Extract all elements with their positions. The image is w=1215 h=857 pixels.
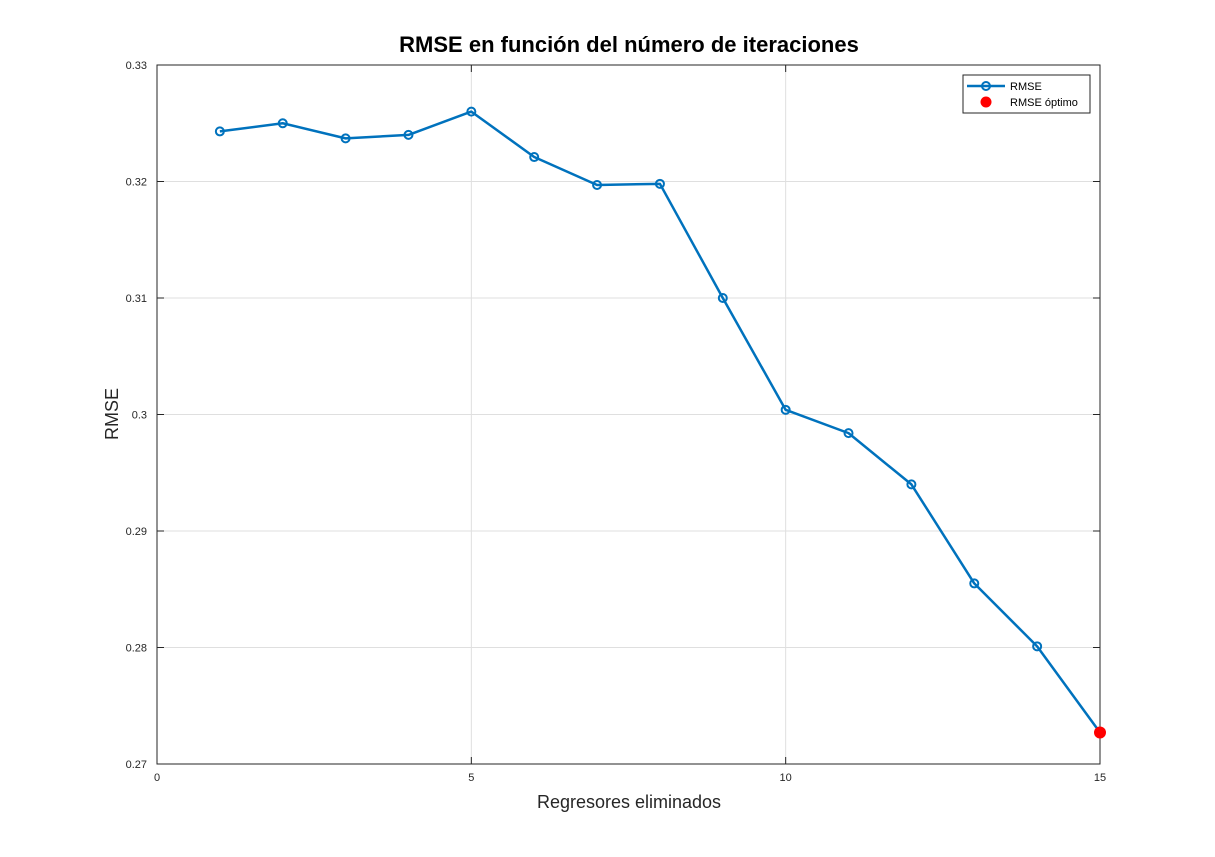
x-tick-label: 0 <box>154 772 160 784</box>
rmse-data-point <box>969 578 980 589</box>
rmse-data-point <box>906 479 917 490</box>
y-tick-label: 0.32 <box>126 177 147 189</box>
x-axis-label: Regresores eliminados <box>537 792 721 812</box>
x-tick-label: 10 <box>780 772 792 784</box>
legend-label-optimal: RMSE óptimo <box>1010 97 1078 109</box>
rmse-data-point <box>592 179 603 190</box>
rmse-data-point <box>403 129 414 140</box>
rmse-data-point <box>340 133 351 144</box>
rmse-data-point <box>214 126 225 137</box>
series <box>214 106 1106 739</box>
y-tick-label: 0.29 <box>126 526 147 538</box>
legend-optimal-marker <box>980 96 992 108</box>
x-tick-label: 15 <box>1094 772 1106 784</box>
optimal-rmse-point <box>1094 726 1106 739</box>
rmse-data-point <box>277 118 288 129</box>
rmse-data-point <box>466 106 477 117</box>
x-tick-label: 5 <box>468 772 474 784</box>
y-tick-label: 0.33 <box>126 60 147 72</box>
rmse-series-line <box>219 110 1102 734</box>
legend: RMSE RMSE óptimo <box>962 74 1091 114</box>
y-tick-label: 0.31 <box>126 293 147 305</box>
y-tick-label: 0.27 <box>126 759 147 771</box>
rmse-data-point <box>1032 641 1043 652</box>
y-tick-label: 0.28 <box>126 643 147 655</box>
rmse-data-point <box>654 178 665 189</box>
legend-label-rmse: RMSE <box>1010 81 1042 93</box>
rmse-data-point <box>843 428 854 439</box>
y-axis-label: RMSE <box>102 388 122 440</box>
ticks: 0 5 10 15 0.27 0.28 0.29 0.3 0.31 0.32 0.33 <box>126 60 1107 784</box>
legend-rmse-marker <box>981 81 991 91</box>
y-tick-label: 0.3 <box>132 410 147 422</box>
rmse-data-point <box>780 404 791 415</box>
rmse-data-point <box>717 293 728 303</box>
chart-title: RMSE en función del número de iteracione… <box>399 32 859 57</box>
rmse-data-point <box>529 152 540 163</box>
